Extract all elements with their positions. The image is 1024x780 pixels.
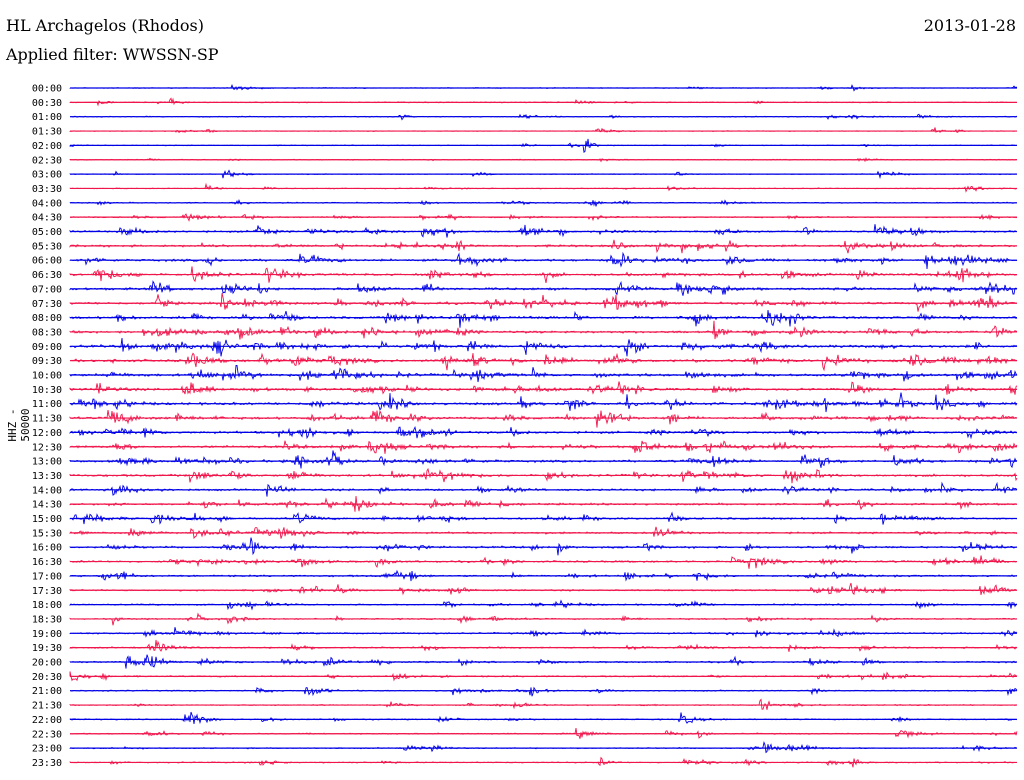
- seismic-trace: [69, 392, 1018, 413]
- time-label: 22:00: [32, 715, 62, 726]
- seismic-trace: [69, 612, 1018, 626]
- time-label: 06:30: [32, 270, 62, 281]
- seismic-trace: [69, 293, 1018, 312]
- seismic-trace: [69, 239, 1017, 254]
- time-label: 22:30: [32, 729, 62, 740]
- time-label: 08:00: [32, 313, 62, 324]
- time-label: 01:30: [32, 127, 62, 138]
- time-label: 04:30: [32, 213, 62, 224]
- seismic-trace: [69, 639, 1018, 652]
- time-label: 16:30: [32, 557, 62, 568]
- seismic-trace: [69, 381, 1018, 395]
- seismic-trace: [69, 740, 1017, 754]
- time-label: 17:00: [32, 571, 62, 582]
- time-label: 01:00: [32, 112, 62, 123]
- time-label: 16:00: [32, 543, 62, 554]
- seismic-trace: [69, 555, 1018, 569]
- seismic-trace: [69, 410, 1018, 428]
- time-label: 03:30: [32, 184, 62, 195]
- time-label: 09:30: [32, 356, 62, 367]
- time-label: 02:00: [32, 141, 62, 152]
- time-label: 11:30: [32, 414, 62, 425]
- time-label: 18:00: [32, 600, 62, 611]
- seismic-trace: [69, 364, 1018, 383]
- time-label: 04:00: [32, 198, 62, 209]
- time-label: 21:30: [32, 701, 62, 712]
- time-label: 11:00: [32, 399, 62, 410]
- seismic-trace: [69, 251, 1018, 270]
- seismic-trace: [69, 582, 1018, 596]
- seismic-trace: [69, 127, 1018, 134]
- time-label: 12:00: [32, 428, 62, 439]
- time-label: 00:00: [32, 84, 62, 95]
- seismic-trace: [69, 310, 1018, 328]
- time-label: 20:30: [32, 672, 62, 683]
- time-label: 14:00: [32, 485, 62, 496]
- time-label: 10:00: [32, 371, 62, 382]
- time-label: 07:30: [32, 299, 62, 310]
- time-label: 20:00: [32, 658, 62, 669]
- time-label: 18:30: [32, 614, 62, 625]
- seismic-trace: [69, 320, 1018, 340]
- time-label: 23:30: [32, 758, 62, 769]
- time-label: 15:00: [32, 514, 62, 525]
- seismic-trace: [69, 686, 1018, 697]
- time-label: 08:30: [32, 327, 62, 338]
- applied-filter-label: Applied filter: WWSSN-SP: [6, 45, 219, 64]
- time-label: 23:00: [32, 744, 62, 755]
- seismic-trace: [69, 627, 1018, 638]
- time-label: 17:30: [32, 586, 62, 597]
- station-title: HL Archagelos (Rhodos): [6, 16, 204, 35]
- time-label: 14:30: [32, 500, 62, 511]
- time-label: 19:00: [32, 629, 62, 640]
- time-label: 15:30: [32, 528, 62, 539]
- time-label: 12:30: [32, 442, 62, 453]
- seismic-trace: [69, 352, 1018, 372]
- seismic-trace: [69, 97, 1018, 107]
- time-label: 19:30: [32, 643, 62, 654]
- time-label: 07:00: [32, 284, 62, 295]
- time-label: 02:30: [32, 155, 62, 166]
- time-label: 05:00: [32, 227, 62, 238]
- time-label: 10:30: [32, 385, 62, 396]
- time-label: 05:30: [32, 241, 62, 252]
- record-date: 2013-01-28: [923, 16, 1016, 35]
- time-label: 21:00: [32, 686, 62, 697]
- time-label: 06:00: [32, 256, 62, 267]
- seismic-trace: [69, 537, 1018, 556]
- time-label: 03:00: [32, 170, 62, 181]
- seismic-trace: [69, 337, 1018, 357]
- time-label: 13:30: [32, 471, 62, 482]
- time-label: 09:00: [32, 342, 62, 353]
- time-label: 00:30: [32, 98, 62, 109]
- seismic-trace: [69, 467, 1018, 484]
- seismic-trace: [69, 711, 1018, 725]
- seismic-trace: [69, 450, 1018, 469]
- time-label: 13:00: [32, 457, 62, 468]
